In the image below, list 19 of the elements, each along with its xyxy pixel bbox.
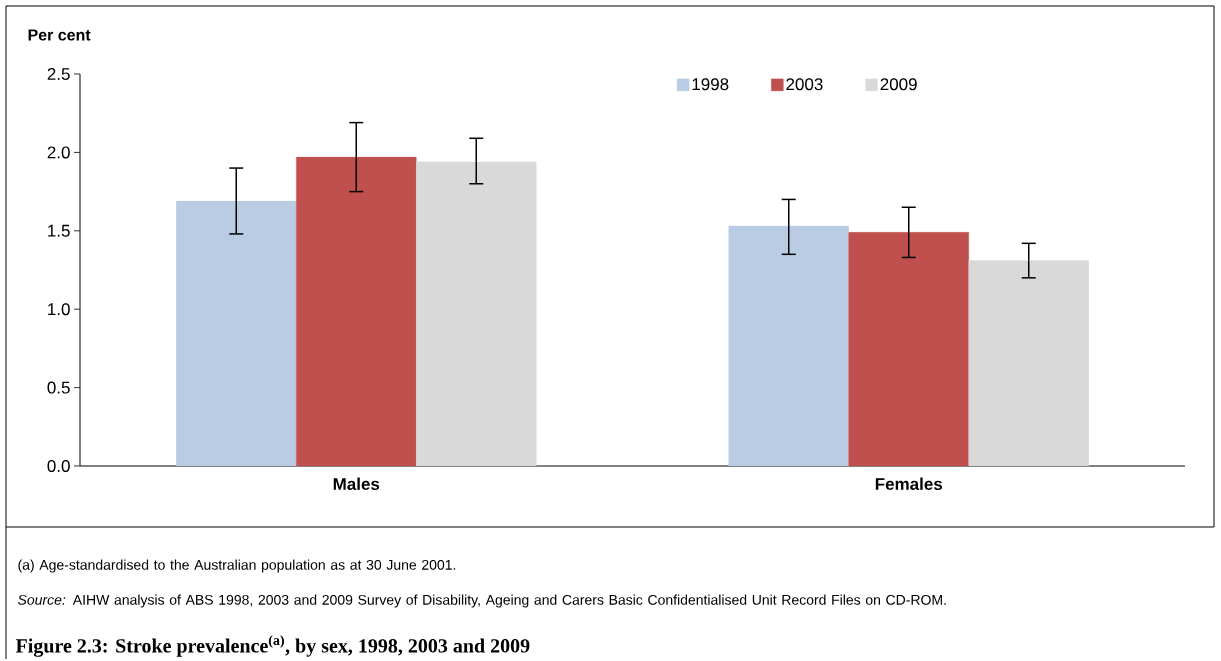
- legend-label: 2009: [880, 78, 917, 91]
- y-tick-label: 0.5: [47, 381, 70, 394]
- y-tick-label: 1.5: [48, 224, 70, 237]
- x-tick-label: Males: [333, 477, 380, 491]
- bar: [176, 200, 297, 466]
- y-tick-label: 0.0: [47, 459, 70, 473]
- bar: [968, 260, 1089, 466]
- bar: [728, 225, 849, 466]
- y-tick-label: 1.0: [48, 303, 70, 316]
- x-tick-label: Females: [875, 477, 943, 491]
- text: Figure 2.3: Stroke prevalence$^{(a)}$, by sex, 1998, 2003 and 2009: [15, 635, 530, 657]
- text: Source: AIHW analysis of ABS 1998, 2003 and 2009 Survey of Disability, Ageing and Carers Basic Confidentialised Unit Record Files on CD-ROM.: [17, 594, 946, 608]
- y-tick-label: 2.0: [47, 146, 70, 159]
- legend-label: 1998: [692, 78, 729, 91]
- legend-label: 2003: [786, 78, 823, 91]
- y-tick-label: 2.5: [47, 67, 70, 81]
- y-axis-title: Per cent: [28, 29, 91, 41]
- text: (a) Age-standardised to the Australian population as at 30 June 2001.: [18, 559, 456, 573]
- bar: [416, 161, 537, 466]
